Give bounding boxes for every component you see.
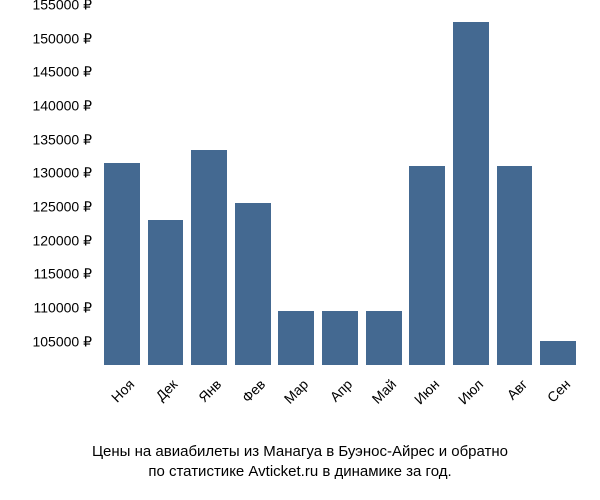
plot-area	[100, 15, 580, 365]
y-axis: 105000 ₽ 110000 ₽ 115000 ₽ 120000 ₽ 125000 ₽…	[0, 15, 100, 365]
bar	[453, 22, 489, 365]
y-tick-label: 120000 ₽	[32, 232, 92, 249]
x-tick-label: Мар	[281, 376, 312, 407]
y-tick-label: 115000 ₽	[34, 266, 92, 283]
x-tick-label: Авг	[503, 376, 530, 403]
x-tick-label: Ноя	[108, 376, 137, 405]
bar	[409, 166, 445, 365]
x-tick-label: Июл	[455, 376, 486, 407]
bar	[148, 220, 184, 365]
x-tick-label: Сен	[544, 376, 573, 405]
chart-caption-line1: Цены на авиабилеты из Манагуа в Буэнос-А…	[0, 442, 600, 462]
bar	[366, 311, 402, 365]
y-tick-label: 105000 ₽	[32, 333, 92, 350]
price-chart: 105000 ₽ 110000 ₽ 115000 ₽ 120000 ₽ 125000 ₽…	[0, 0, 600, 500]
x-tick-label: Дек	[153, 376, 181, 404]
y-tick-label: 155000 ₽	[32, 0, 92, 14]
y-tick-label: 130000 ₽	[32, 165, 92, 182]
bar	[104, 163, 140, 365]
bars-container	[100, 15, 580, 365]
x-tick-label: Апр	[327, 376, 356, 405]
x-tick-label: Фев	[238, 376, 268, 406]
y-tick-label: 140000 ₽	[32, 97, 92, 114]
bar	[322, 311, 358, 365]
bar	[540, 341, 576, 365]
y-tick-label: 135000 ₽	[32, 131, 92, 148]
bar	[191, 150, 227, 365]
y-tick-label: 125000 ₽	[32, 198, 92, 215]
x-tick-label: Июн	[411, 376, 442, 407]
y-tick-label: 145000 ₽	[32, 64, 92, 81]
bar	[278, 311, 314, 365]
bar	[235, 203, 271, 365]
x-tick-label: Май	[368, 376, 399, 407]
x-tick-label: Янв	[195, 376, 224, 405]
y-tick-label: 110000 ₽	[34, 299, 92, 316]
y-tick-label: 150000 ₽	[32, 30, 92, 47]
chart-caption-line2: по статистике Avticket.ru в динамике за …	[0, 462, 600, 482]
x-axis: Ноя Дек Янв Фев Мар Апр Май Июн Июл Авг Сен	[100, 370, 580, 430]
bar	[497, 166, 533, 365]
